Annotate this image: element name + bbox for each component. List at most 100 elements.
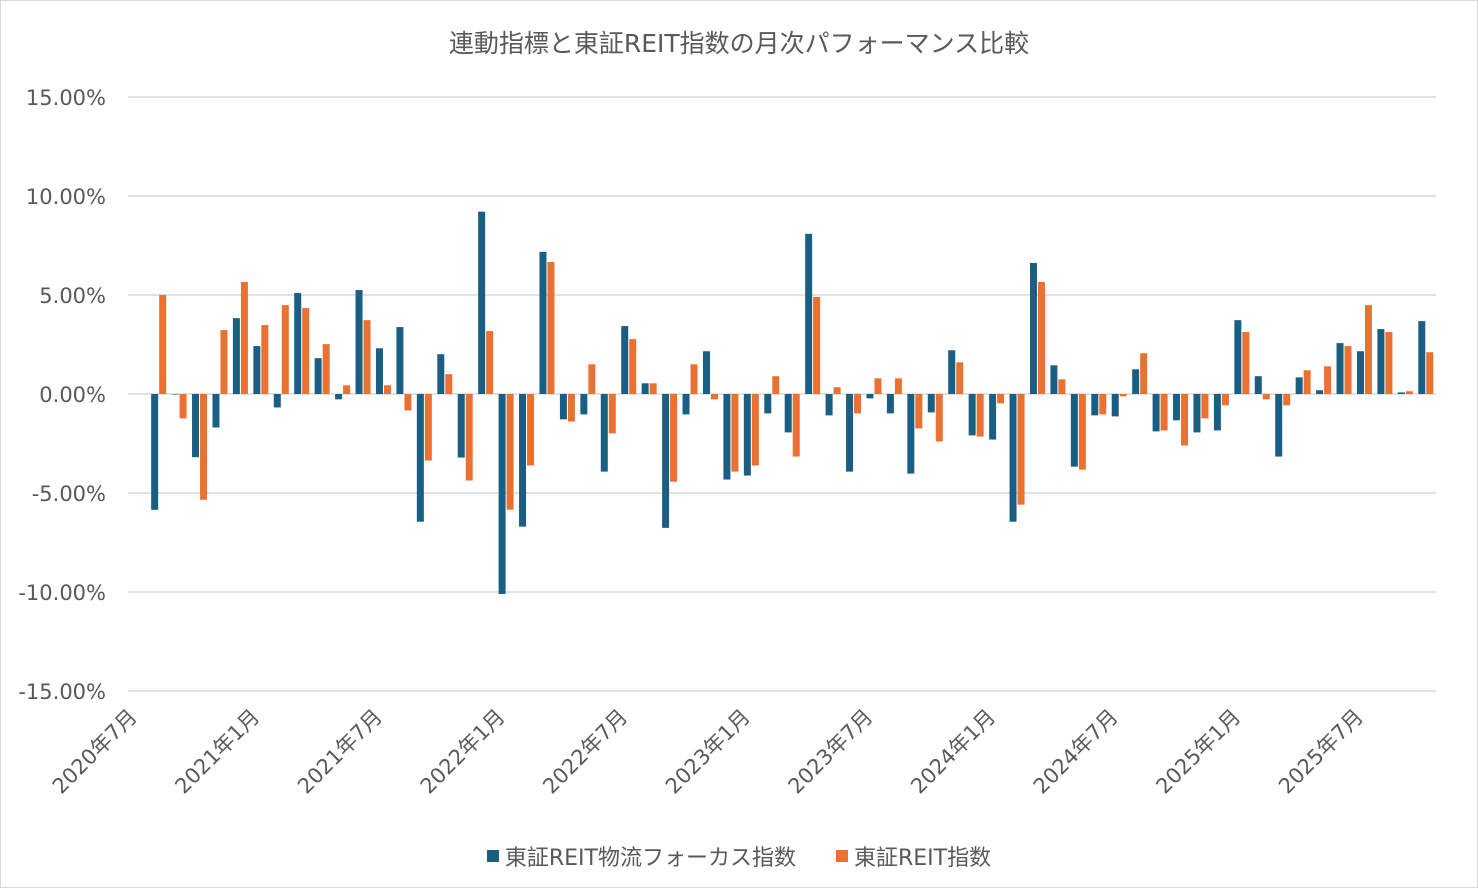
bar-logistics xyxy=(232,318,240,394)
bar-logistics xyxy=(396,327,404,394)
bar-reit xyxy=(1099,394,1107,415)
bar-reit xyxy=(179,394,187,419)
bar-reit xyxy=(465,394,473,481)
bar-reit xyxy=(670,394,678,482)
bar-logistics xyxy=(743,394,751,476)
bar-logistics xyxy=(968,394,976,436)
bar-logistics xyxy=(375,348,383,394)
bar-reit xyxy=(506,394,514,510)
bar-logistics xyxy=(1234,320,1242,394)
bar-reit xyxy=(1405,391,1413,394)
y-tick-label: -5.00% xyxy=(32,482,106,506)
bar-reit xyxy=(1119,394,1127,397)
bar-reit xyxy=(915,394,923,429)
x-tick-label: 2022年7月 xyxy=(538,705,632,799)
legend-item-logistics: 東証REIT物流フォーカス指数 xyxy=(486,840,796,872)
x-tick-label: 2025年1月 xyxy=(1151,705,1245,799)
bar-logistics xyxy=(273,394,281,408)
bar-reit xyxy=(1201,394,1209,419)
legend: 東証REIT物流フォーカス指数 東証REIT指数 xyxy=(0,840,1478,872)
bar-reit xyxy=(772,376,780,394)
bar-logistics xyxy=(253,346,261,394)
bar-reit xyxy=(1140,353,1148,394)
bar-logistics xyxy=(662,394,670,528)
bar-reit xyxy=(710,394,718,400)
bar-reit xyxy=(956,362,964,394)
bar-reit xyxy=(1262,394,1270,400)
bar-logistics xyxy=(1254,376,1262,394)
y-tick-label: -10.00% xyxy=(18,581,106,605)
bar-reit xyxy=(1221,394,1229,406)
bar-logistics xyxy=(764,394,772,414)
bar-reit xyxy=(1160,394,1168,431)
bar-reit xyxy=(424,394,432,461)
bar-reit xyxy=(159,295,167,394)
bar-reit xyxy=(445,374,453,394)
bar-reit xyxy=(1283,394,1291,406)
legend-swatch-logistics xyxy=(486,850,499,862)
bar-reit xyxy=(240,281,248,394)
y-tick-label: 15.00% xyxy=(26,86,106,110)
bar-logistics xyxy=(1009,394,1017,522)
bar-logistics xyxy=(416,394,424,522)
bar-logistics xyxy=(1213,394,1221,431)
bar-logistics xyxy=(805,233,813,394)
bar-logistics xyxy=(478,211,486,394)
bar-reit xyxy=(343,385,351,394)
bar-reit xyxy=(547,261,555,394)
bar-logistics xyxy=(580,394,588,415)
bar-logistics xyxy=(519,394,527,527)
bar-logistics xyxy=(784,394,792,433)
y-tick-label: 10.00% xyxy=(26,185,106,209)
y-tick-label: -15.00% xyxy=(18,680,106,704)
bar-reit xyxy=(935,394,943,442)
bar-logistics xyxy=(437,354,445,394)
bar-reit xyxy=(997,394,1005,404)
bar-reit xyxy=(1078,394,1086,470)
bar-logistics xyxy=(600,394,608,472)
bar-reit xyxy=(731,394,739,472)
bar-reit xyxy=(588,364,596,394)
bar-logistics xyxy=(294,293,302,394)
bar-logistics xyxy=(335,394,343,400)
bar-logistics xyxy=(1275,394,1283,457)
bar-logistics xyxy=(702,351,710,394)
bar-reit xyxy=(1037,281,1045,394)
bar-reit xyxy=(261,325,269,394)
bar-logistics xyxy=(1356,351,1364,394)
bar-logistics xyxy=(498,394,506,594)
bar-reit xyxy=(1426,352,1434,394)
bar-logistics xyxy=(1397,392,1405,394)
x-tick-label: 2024年7月 xyxy=(1029,705,1123,799)
y-tick-label: 5.00% xyxy=(39,284,106,308)
bar-logistics xyxy=(886,394,894,414)
bar-logistics xyxy=(559,394,567,420)
bar-logistics xyxy=(192,394,200,458)
legend-label-logistics: 東証REIT物流フォーカス指数 xyxy=(504,846,796,871)
bar-logistics xyxy=(539,251,547,394)
bar-logistics xyxy=(151,394,159,510)
bar-reit xyxy=(200,394,208,500)
bar-logistics xyxy=(948,350,956,394)
bar-logistics xyxy=(355,290,363,394)
bar-reit xyxy=(527,394,535,466)
bar-reit xyxy=(1364,305,1372,394)
bar-logistics xyxy=(1173,394,1181,421)
bar-logistics xyxy=(1336,343,1344,394)
bar-reit xyxy=(1181,394,1189,446)
bar-reit xyxy=(976,394,984,437)
bar-logistics xyxy=(825,394,833,416)
bar-logistics xyxy=(457,394,465,458)
bar-logistics xyxy=(1050,365,1058,394)
bar-logistics xyxy=(641,383,649,394)
bar-reit xyxy=(363,320,371,394)
bar-logistics xyxy=(171,394,179,395)
x-tick-label: 2020年7月 xyxy=(48,705,142,799)
bar-logistics xyxy=(1193,394,1201,433)
bar-logistics xyxy=(927,394,935,413)
bar-reit xyxy=(1058,379,1066,394)
bar-logistics xyxy=(907,394,915,474)
bar-reit xyxy=(1344,346,1352,394)
bar-logistics xyxy=(212,394,220,428)
